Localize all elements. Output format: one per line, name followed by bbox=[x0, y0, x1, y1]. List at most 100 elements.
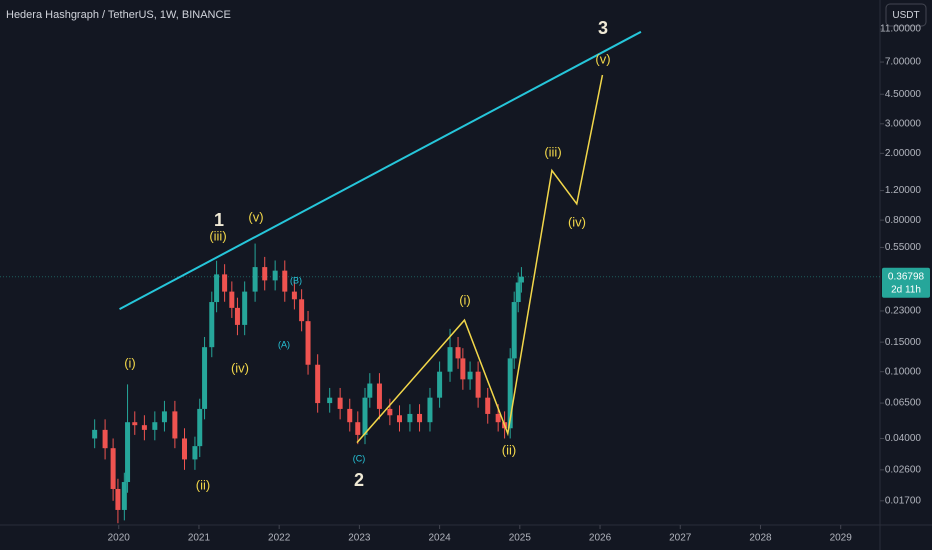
candle-body bbox=[427, 397, 433, 423]
candle-body bbox=[252, 267, 258, 292]
candle-body bbox=[367, 383, 373, 398]
candle-body bbox=[291, 291, 297, 300]
wave-label: (i) bbox=[459, 292, 471, 307]
candle-body bbox=[132, 422, 138, 426]
candle-body bbox=[305, 321, 311, 365]
candle-body bbox=[495, 413, 501, 423]
candle-body bbox=[362, 397, 368, 435]
wave-label: (ii) bbox=[196, 477, 210, 492]
candle-body bbox=[511, 302, 517, 359]
candle-body bbox=[447, 347, 453, 372]
wave-label: (v) bbox=[595, 51, 610, 66]
candle-body bbox=[507, 358, 513, 429]
y-tick-label: 7.00000 bbox=[885, 57, 922, 68]
candle-body bbox=[396, 415, 402, 423]
candle-body bbox=[214, 274, 220, 303]
candle-body bbox=[202, 347, 208, 409]
candle-body bbox=[115, 488, 121, 510]
candle-body bbox=[197, 408, 203, 447]
candle-body bbox=[92, 429, 98, 439]
candle-body bbox=[417, 413, 423, 423]
x-tick-label: 2027 bbox=[669, 533, 692, 544]
candle-body bbox=[234, 307, 240, 325]
y-tick-label: 2.00000 bbox=[885, 148, 922, 159]
candle-body bbox=[125, 422, 131, 483]
x-tick-label: 2028 bbox=[749, 533, 772, 544]
x-tick-label: 2026 bbox=[589, 533, 612, 544]
wave-path bbox=[356, 74, 604, 444]
y-tick-label: 0.15000 bbox=[885, 337, 922, 348]
candle-body bbox=[161, 411, 167, 423]
chart-title: Hedera Hashgraph / TetherUS, 1W, BINANCE bbox=[6, 9, 231, 21]
currency-label[interactable]: USDT bbox=[892, 10, 919, 21]
candle-body bbox=[315, 364, 321, 404]
wave-label: (iii) bbox=[209, 228, 226, 243]
candle-body bbox=[515, 282, 521, 303]
candle-body bbox=[485, 397, 491, 414]
y-tick-label: 1.20000 bbox=[885, 185, 922, 196]
x-tick-label: 2022 bbox=[268, 533, 291, 544]
candle-body bbox=[272, 270, 278, 281]
wave-label: (B) bbox=[290, 275, 302, 285]
y-tick-label: 0.10000 bbox=[885, 366, 922, 377]
y-tick-label: 4.50000 bbox=[885, 89, 922, 100]
trendline bbox=[119, 30, 642, 310]
candle-body bbox=[518, 276, 524, 283]
candle-body bbox=[467, 371, 473, 380]
wave-label: (A) bbox=[278, 339, 290, 349]
wave-label: (ii) bbox=[502, 442, 516, 457]
y-tick-label: 0.23000 bbox=[885, 306, 922, 317]
candle-body bbox=[387, 408, 393, 416]
y-tick-label: 0.55000 bbox=[885, 242, 922, 253]
x-tick-label: 2024 bbox=[428, 533, 451, 544]
y-tick-label: 0.01700 bbox=[885, 495, 922, 506]
y-tick-label: 0.06500 bbox=[885, 398, 922, 409]
wave-label: (v) bbox=[248, 209, 263, 224]
candle-body bbox=[355, 422, 361, 435]
y-tick-label: 3.00000 bbox=[885, 118, 922, 129]
candle-body bbox=[376, 383, 382, 409]
candle-body bbox=[141, 425, 147, 430]
candle-body bbox=[347, 408, 353, 423]
candle-body bbox=[282, 270, 288, 292]
price-label-box bbox=[882, 267, 930, 298]
wave-label: 3 bbox=[598, 18, 608, 38]
candle-body bbox=[222, 274, 228, 292]
countdown-label: 2d 11h bbox=[891, 284, 921, 295]
candle-body bbox=[110, 448, 116, 489]
candle-body bbox=[182, 438, 188, 460]
x-tick-label: 2023 bbox=[348, 533, 371, 544]
y-tick-label: 0.04000 bbox=[885, 433, 922, 444]
y-tick-label: 0.80000 bbox=[885, 215, 922, 226]
candle-body bbox=[475, 371, 481, 398]
candle-body bbox=[192, 446, 198, 460]
candle-body bbox=[337, 397, 343, 409]
y-tick-label: 11.00000 bbox=[880, 24, 921, 35]
candle-body bbox=[102, 429, 108, 449]
wave-label: 1 bbox=[214, 210, 224, 230]
candle-body bbox=[299, 299, 305, 322]
wave-label: (iii) bbox=[544, 144, 561, 159]
candle-body bbox=[460, 358, 466, 380]
candle-body bbox=[437, 371, 443, 398]
price-label: 0.36798 bbox=[888, 271, 925, 282]
candle-body bbox=[209, 302, 215, 348]
candle-body bbox=[152, 422, 158, 430]
candle-body bbox=[407, 413, 413, 423]
candle-body bbox=[262, 267, 268, 281]
x-tick-label: 2029 bbox=[830, 533, 853, 544]
candle-body bbox=[121, 482, 127, 510]
candle-body bbox=[229, 291, 235, 308]
wave-label: (i) bbox=[124, 355, 136, 370]
wave-label: (iv) bbox=[231, 360, 249, 375]
wave-label: 2 bbox=[354, 470, 364, 490]
candle-body bbox=[455, 347, 461, 359]
candle-body bbox=[327, 397, 333, 404]
currency-button[interactable] bbox=[885, 3, 927, 27]
candle-body bbox=[242, 291, 248, 325]
y-tick-label: 0.02600 bbox=[885, 464, 922, 475]
x-tick-label: 2021 bbox=[188, 533, 211, 544]
candle-body bbox=[172, 411, 178, 439]
